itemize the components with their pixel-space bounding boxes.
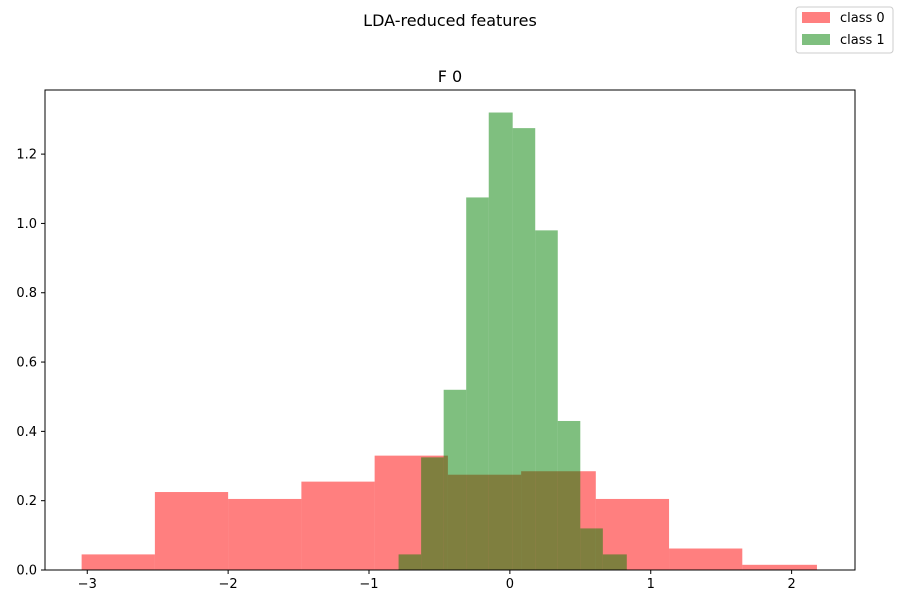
y-tick-label: 0.8 [16,286,37,301]
bar-class-0-bin-3 [301,481,375,570]
y-tick-label: 0.4 [16,425,37,440]
bar-class-1-bin-6 [535,230,558,570]
bar-class-1-bin-7 [557,420,581,570]
bar-class-1-bin-5 [512,128,536,570]
y-tick-label: 1.0 [16,217,37,232]
x-tick-label: 2 [787,577,795,592]
bar-class-0-bin-8 [669,548,743,570]
bars-layer [81,112,817,571]
y-tick-label: 0.2 [16,494,37,509]
y-tick-label: 0.6 [16,356,37,371]
bar-class-1-bin-9 [602,554,627,570]
x-tick-label: −2 [219,577,238,592]
axes-title: F 0 [438,67,462,86]
bar-class-1-bin-1 [421,457,444,570]
x-tick-label: 0 [506,577,514,592]
bar-class-1-bin-0 [398,554,422,570]
legend-label-class-0: class 0 [840,11,885,26]
x-tick-label: −1 [359,577,378,592]
x-tick-label: 1 [647,577,655,592]
legend-swatch-class-0 [802,12,830,23]
legend-label-class-1: class 1 [840,33,885,48]
bar-class-1-bin-4 [488,112,513,571]
bar-class-0-bin-2 [228,498,302,570]
x-axis-ticks: −3 −2 −1 0 1 2 [78,570,796,592]
x-tick-label: −3 [78,577,97,592]
bar-class-1-bin-2 [443,389,467,570]
bar-class-0-bin-1 [154,492,229,570]
legend-swatch-class-1 [802,34,830,45]
bar-class-0-bin-0 [81,554,155,570]
y-tick-label: 0.0 [16,564,37,579]
axes-frame [44,89,856,571]
bar-class-0-bin-9 [742,564,817,570]
bar-class-1-bin-8 [580,528,603,570]
legend: class 0 class 1 [795,6,894,54]
figure-suptitle: LDA-reduced features [363,11,537,30]
y-tick-label: 1.2 [16,148,37,163]
bar-class-1-bin-3 [466,197,489,570]
y-axis-ticks: 0.0 0.2 0.4 0.6 0.8 1.0 1.2 [16,148,45,579]
